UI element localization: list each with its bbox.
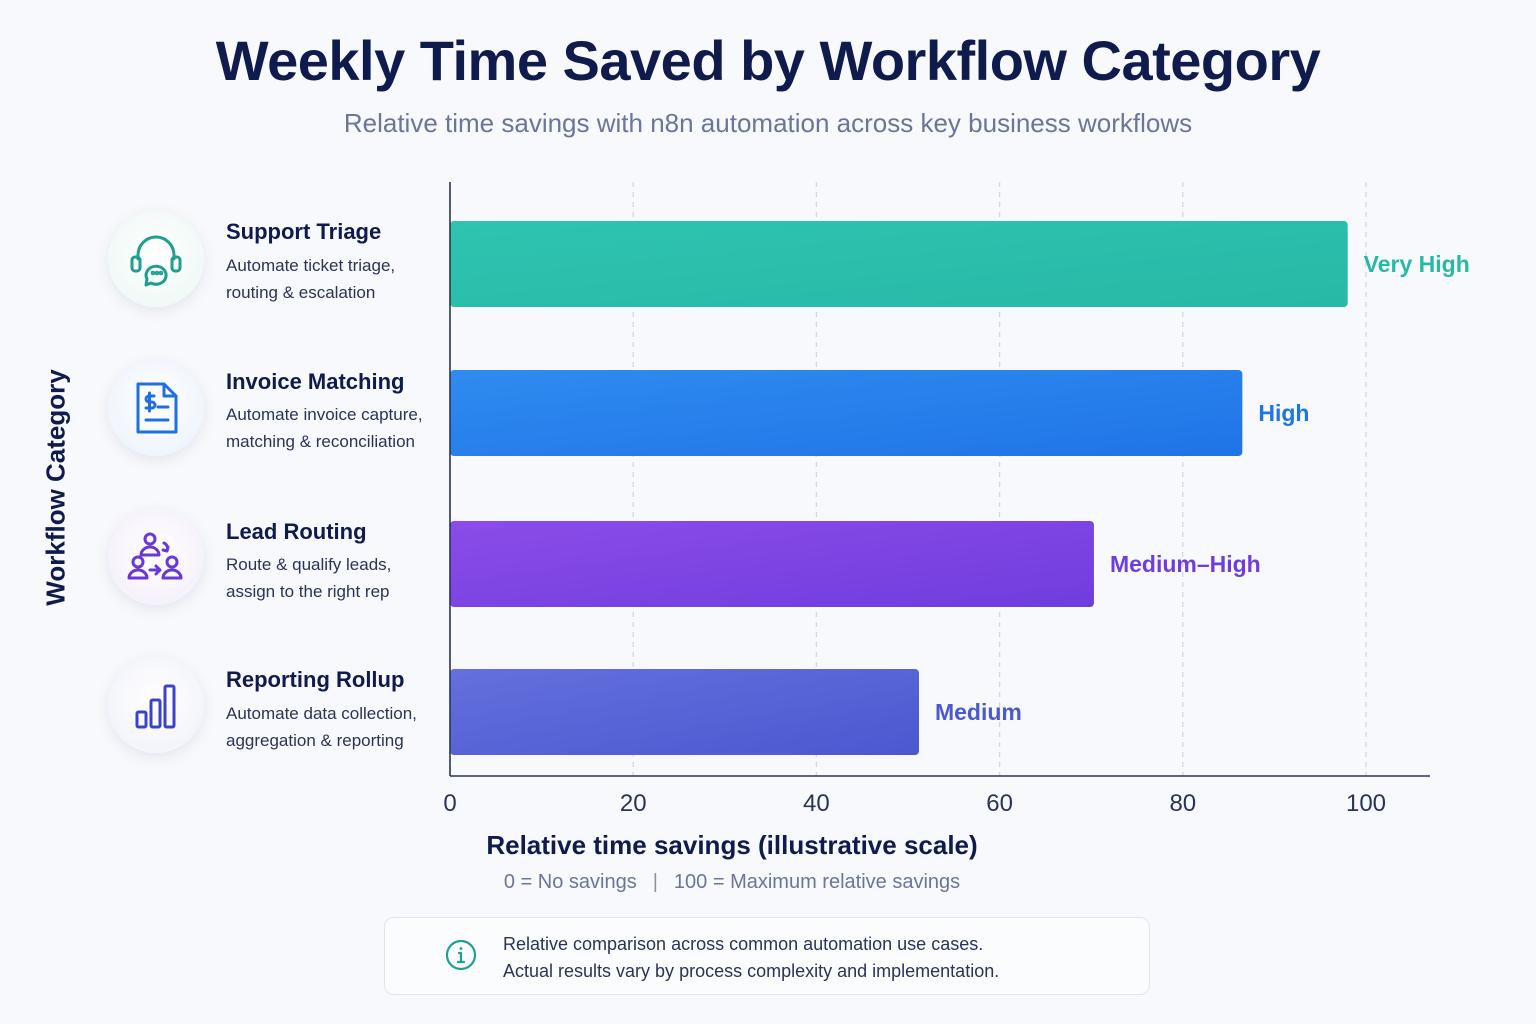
x-tick-label: 60 [986,790,1013,817]
reporting-rollup-icon-circle [108,657,204,753]
note-line-2: Actual results vary by process complexit… [503,961,1000,981]
users-routing-icon [127,532,183,580]
category-description: Route & qualify leads, assign to the rig… [226,555,392,601]
bar-chart-icon [135,684,176,729]
bar-value-label: Medium–High [1110,551,1261,577]
category-name: Invoice Matching [226,369,405,394]
x-tick-label: 0 [443,790,456,817]
bar [450,669,919,755]
bar [450,521,1094,607]
category-name: Support Triage [226,219,382,244]
x-axis-note: 0 = No savings | 100 = Maximum relative sa… [503,871,961,893]
info-icon [445,939,477,971]
category-description: Automate ticket triage, routing & escala… [226,256,396,302]
x-axis-title: Relative time savings (illustrative scal… [486,830,978,860]
category-name: Lead Routing [226,519,367,544]
bar-value-label: Medium [935,699,1022,725]
x-tick-label: 80 [1169,790,1196,817]
lead-routing-icon-circle [108,509,204,605]
headset-chat-icon [130,235,182,287]
bar-value-label: High [1258,400,1309,426]
note-line-1: Relative comparison across common automa… [503,934,984,954]
bar [450,370,1243,456]
x-tick-label: 20 [620,790,647,817]
bar [450,221,1348,307]
category-description: Automate invoice capture, matching & rec… [226,405,423,451]
category-name: Reporting Rollup [226,667,405,692]
info-note-box: Relative comparison across common automa… [384,917,1150,995]
x-tick-label: 40 [803,790,830,817]
bar-value-label: Very High [1364,251,1470,277]
chart-subtitle: Relative time savings with n8n automatio… [343,108,1193,138]
category-description: Automate data collection, aggregation & … [226,704,417,750]
chart-title: Weekly Time Saved by Workflow Category [215,29,1321,92]
invoice-matching-icon-circle [108,360,204,456]
invoice-dollar-icon [136,382,178,434]
support-triage-icon-circle [108,211,204,307]
x-tick-label: 100 [1346,790,1386,817]
